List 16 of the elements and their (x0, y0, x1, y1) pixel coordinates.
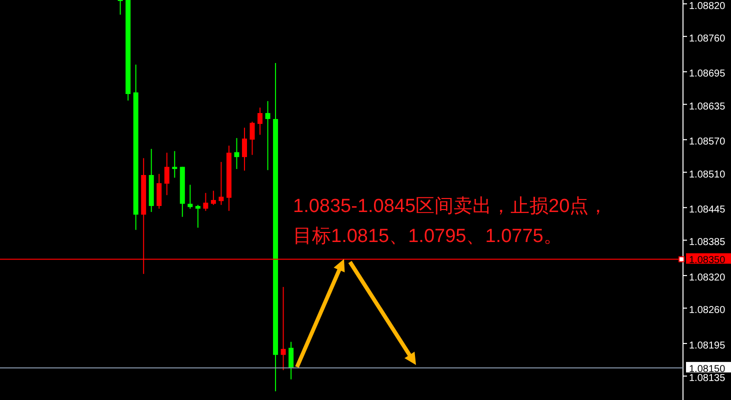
ref-line-label: 1.08350 (689, 255, 726, 266)
y-tick-label: 1.08510 (689, 169, 726, 180)
y-tick-label: 1.08195 (689, 340, 726, 352)
y-tick-label: 1.08695 (689, 68, 726, 80)
y-tick-label: 1.08760 (689, 33, 726, 44)
y-tick-label: 1.08570 (689, 136, 726, 148)
y-tick-label: 1.08820 (689, 0, 726, 12)
y-tick-label: 1.08320 (689, 272, 726, 284)
y-tick-label: 1.08385 (689, 237, 726, 248)
y-tick-label: 1.08260 (689, 305, 726, 316)
ref-line-label: 1.08150 (689, 364, 726, 375)
y-tick-label: 1.08445 (689, 204, 726, 216)
y-tick-label: 1.08135 (689, 373, 726, 384)
y-tick-label: 1.08635 (689, 101, 726, 112)
annotation: 目标1.0815、1.0795、1.0775。 (293, 226, 562, 247)
annotation: 1.0835-1.0845区间卖出，止损20点， (293, 196, 608, 217)
